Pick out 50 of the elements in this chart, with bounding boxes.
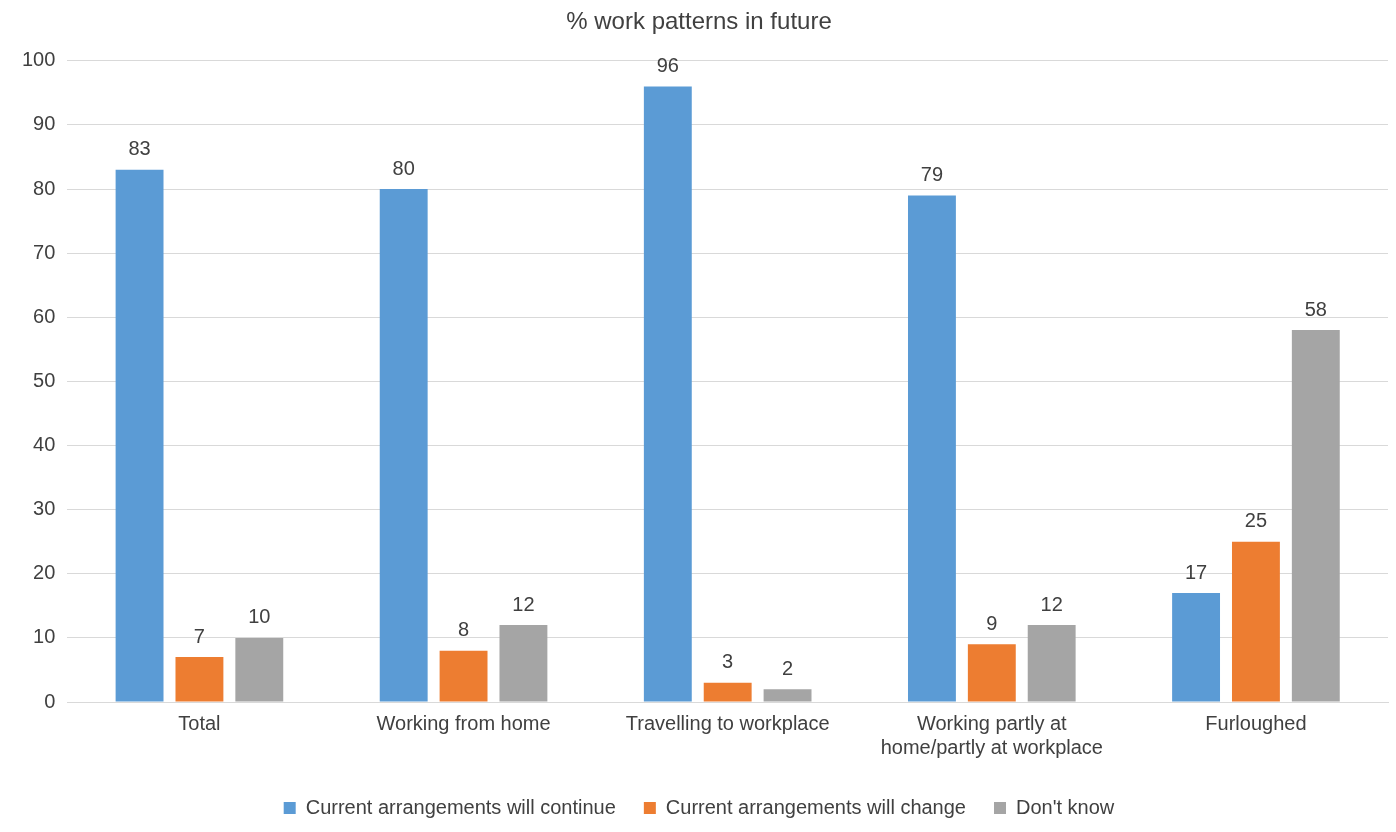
bar [703,682,752,702]
legend-label: Current arrangements will change [665,795,966,818]
bar [643,86,692,702]
x-tick-label: Total [178,711,221,734]
data-label: 7 [193,624,205,647]
y-tick-label: 30 [33,497,56,520]
data-label: 8 [458,618,470,641]
y-tick-label: 40 [33,433,56,456]
data-label: 3 [722,650,734,673]
data-label: 25 [1244,509,1268,532]
bar [1172,593,1221,702]
data-label: 12 [1040,592,1063,615]
y-tick-label: 100 [21,48,56,71]
chart-title: % work patterns in future [566,7,832,35]
data-label: 96 [656,53,679,76]
y-tick-label: 50 [33,368,56,391]
bar [235,637,284,702]
data-label: 2 [781,656,794,679]
bar [763,689,812,702]
bar [499,625,548,702]
data-label: 9 [986,611,998,634]
data-label: 80 [392,156,415,179]
bar [115,169,164,702]
data-label: 10 [248,605,271,628]
bar [1291,330,1340,702]
y-tick-label: 90 [33,112,56,135]
x-tick-label: Travelling to workplace [625,711,830,734]
y-tick-label: 80 [33,176,56,199]
bar [175,657,224,702]
y-tick-label: 70 [33,240,56,263]
legend-label: Current arrangements will continue [305,795,616,818]
bar [967,644,1016,702]
legend-label: Don't know [1015,795,1115,818]
data-label: 79 [920,162,944,185]
data-label: 83 [128,137,151,160]
data-label: 58 [1304,297,1327,320]
y-tick-label: 10 [33,625,56,648]
y-tick-label: 60 [33,304,56,327]
bar [379,189,428,702]
x-tick-label: Working from home [376,711,551,734]
y-tick-label: 20 [33,561,56,584]
data-label: 12 [512,592,535,615]
data-label: 17 [1184,560,1208,583]
bar [1231,541,1280,702]
y-tick-label: 0 [44,689,56,712]
bar [439,650,488,702]
x-tick-label: Working partly at home/partly at workplace [880,711,1103,758]
bar [1027,625,1076,702]
bar [908,195,956,702]
x-tick-label: Furloughed [1205,711,1307,734]
